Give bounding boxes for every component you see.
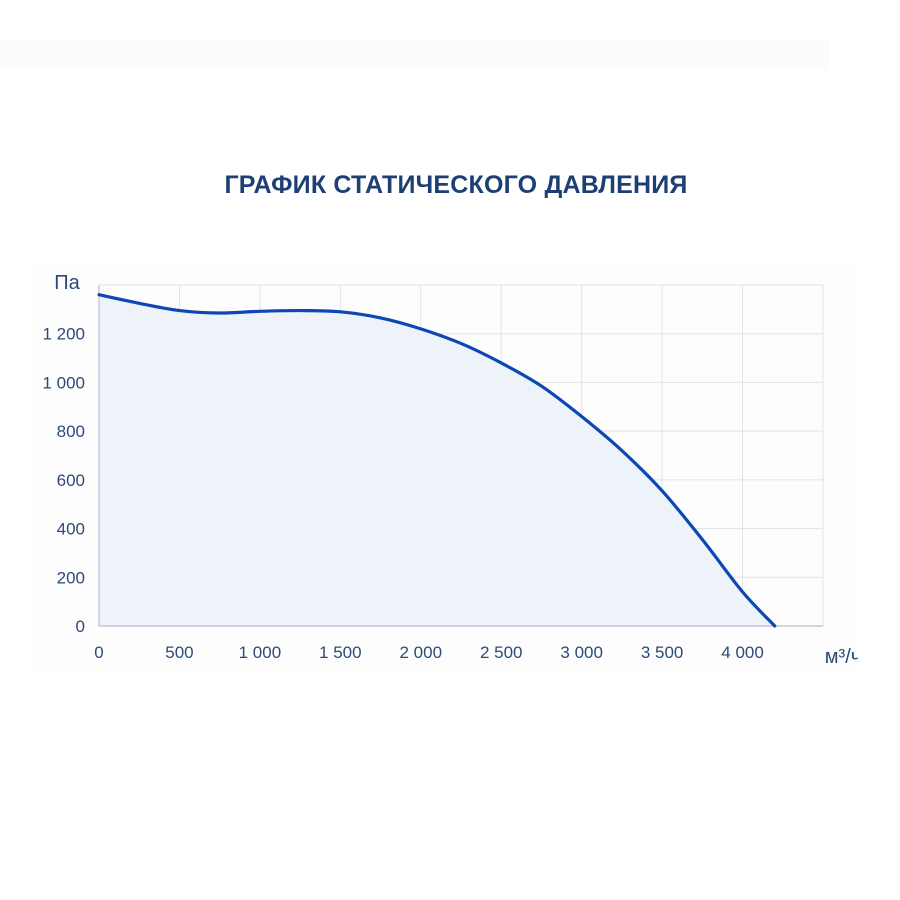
chart-title: ГРАФИК СТАТИЧЕСКОГО ДАВЛЕНИЯ — [224, 171, 688, 199]
top-band — [0, 40, 830, 70]
x-tick-label: 0 — [94, 643, 103, 662]
chart-panel: 0 500 1 000 1 500 2 000 2 500 3 000 3 500 4 000 … — [30, 262, 858, 674]
pressure-curve — [97, 293, 777, 628]
x-tick-label: 1 500 — [319, 643, 362, 662]
x-tick-label: 1 000 — [239, 643, 282, 662]
x-tick-label: 2 500 — [480, 643, 523, 662]
x-axis-unit: м³/ч — [825, 646, 858, 668]
x-tick-label: 3 000 — [560, 643, 603, 662]
x-tick-labels: 0 500 1 000 1 500 2 000 2 500 3 000 3 500 4 000 — [94, 643, 764, 662]
y-tick-labels: 0 200 400 600 800 1 000 1 200 — [42, 325, 85, 636]
axes — [98, 285, 823, 627]
y-tick-label: 1 000 — [42, 373, 85, 392]
static-pressure-chart: 0 500 1 000 1 500 2 000 2 500 3 000 3 500 4 000 … — [42, 272, 858, 668]
x-tick-label: 2 000 — [400, 643, 443, 662]
y-tick-label: 800 — [57, 422, 85, 441]
y-axis-unit: Па — [54, 272, 80, 294]
y-tick-label: 200 — [57, 568, 85, 587]
x-tick-label: 500 — [165, 643, 193, 662]
area-fill — [99, 294, 775, 626]
x-tick-label: 3 500 — [641, 643, 684, 662]
x-tick-label: 4 000 — [721, 643, 764, 662]
y-tick-label: 400 — [57, 520, 85, 539]
y-tick-label: 600 — [57, 471, 85, 490]
y-tick-label: 1 200 — [42, 325, 85, 344]
y-tick-label: 0 — [76, 617, 85, 636]
